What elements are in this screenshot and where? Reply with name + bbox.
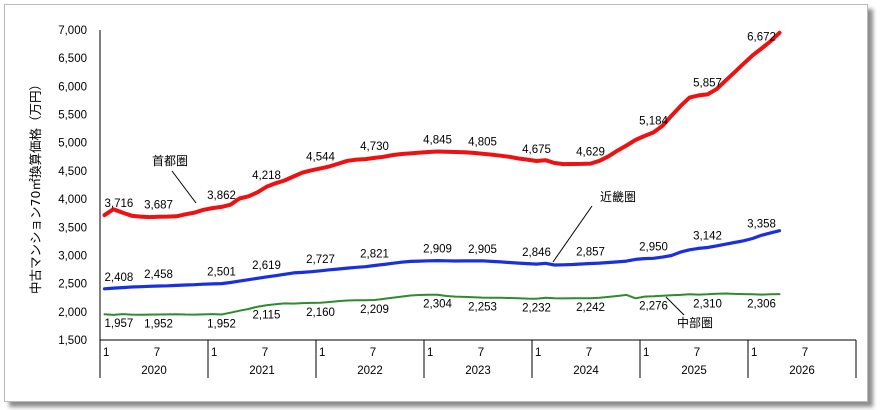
year-label: 2023 [465, 365, 491, 377]
y-tick-label: 5,500 [58, 110, 87, 122]
x-tick-label: 7 [154, 347, 160, 359]
series-line [103, 292, 781, 316]
leader-line [665, 296, 685, 316]
data-label: 2,727 [306, 254, 335, 266]
data-label: 4,544 [306, 151, 335, 163]
data-label: 2,950 [639, 241, 668, 253]
data-label: 4,218 [252, 170, 281, 182]
data-label: 2,501 [207, 267, 236, 279]
x-tick-label: 1 [751, 347, 757, 359]
y-tick-label: 4,500 [58, 166, 87, 178]
data-label: 2,209 [360, 304, 389, 316]
region-label-kinki: 近畿圏 [552, 190, 636, 263]
data-label: 6,672 [747, 31, 776, 43]
year-label: 2026 [789, 365, 815, 377]
data-label: 5,184 [639, 115, 668, 127]
data-label: 1,957 [105, 318, 134, 330]
data-label: 5,857 [693, 77, 722, 89]
y-tick-label: 2,500 [58, 279, 87, 291]
data-label: 2,160 [306, 307, 335, 319]
data-label: 2,115 [253, 309, 281, 321]
y-tick-label: 3,500 [58, 222, 87, 234]
data-label: 3,358 [747, 218, 776, 230]
data-label: 4,805 [468, 137, 497, 149]
y-axis-label: 中古マンション70㎡換算価格（万円） [28, 78, 43, 294]
y-tick-label: 2,000 [58, 307, 87, 319]
data-label: 2,232 [522, 303, 551, 315]
data-label: 2,408 [105, 272, 134, 284]
data-labels: 3,716 3,687 3,862 4,218 4,544 4,730 4,845 4,805… [105, 31, 776, 330]
x-tick-label: 1 [643, 347, 649, 359]
data-label: 3,716 [105, 198, 134, 210]
data-label: 2,242 [576, 302, 605, 314]
year-label: 2022 [357, 365, 383, 377]
x-tick-label: 1 [103, 347, 109, 359]
x-tick-label: 7 [478, 347, 484, 359]
data-label: 1,952 [207, 319, 236, 331]
data-label: 2,304 [423, 299, 452, 311]
region-label-text: 中部圏 [677, 315, 713, 330]
x-tick-label: 7 [262, 347, 268, 359]
data-label: 2,821 [360, 249, 389, 261]
region-label-text: 近畿圏 [600, 190, 636, 204]
year-label: 2024 [573, 365, 599, 377]
data-label: 2,619 [252, 260, 281, 272]
x-tick-label: 7 [370, 347, 376, 359]
chart-frame [4, 4, 868, 402]
leader-line [552, 205, 593, 263]
data-label: 2,253 [468, 302, 497, 314]
data-label: 2,458 [144, 269, 173, 281]
leader-line [171, 170, 197, 204]
x-axis: 1 7 2020 1 7 2021 1 7 2022 1 7 2023 1 7 2024 1 7 2025 1 7 20… [99, 339, 857, 378]
data-label: 4,730 [360, 141, 389, 153]
y-tick-label: 7,000 [58, 25, 87, 37]
data-label: 2,310 [693, 298, 722, 310]
region-label-chubu: 中部圏 [665, 296, 713, 330]
region-label-shutoken: 首都圏 [152, 154, 197, 204]
year-label: 2025 [681, 365, 707, 377]
data-label: 3,687 [144, 200, 173, 212]
series-line [102, 229, 782, 291]
data-label: 2,846 [522, 247, 551, 259]
data-label: 4,845 [423, 134, 452, 146]
x-tick-label: 1 [211, 347, 217, 359]
series-line [102, 30, 782, 220]
data-label: 1,952 [144, 319, 173, 331]
data-label: 2,857 [576, 247, 605, 259]
year-label: 2020 [141, 365, 167, 377]
y-tick-label: 5,000 [58, 138, 87, 150]
data-label: 2,306 [747, 299, 776, 311]
y-tick-label: 3,000 [58, 250, 87, 262]
y-tick-label: 1,500 [58, 335, 87, 347]
x-tick-label: 7 [694, 347, 700, 359]
x-tick-label: 1 [319, 347, 325, 359]
data-label: 3,862 [207, 190, 236, 202]
data-label: 4,629 [576, 147, 605, 159]
x-tick-label: 1 [427, 347, 433, 359]
x-tick-label: 1 [535, 347, 541, 359]
x-tick-label: 7 [586, 347, 592, 359]
y-tick-label: 4,000 [58, 194, 87, 206]
x-tick-label: 7 [802, 347, 808, 359]
data-label: 2,905 [468, 244, 497, 256]
y-tick-label: 6,500 [58, 53, 87, 65]
data-label: 2,276 [639, 300, 668, 312]
data-label: 2,909 [423, 244, 452, 256]
y-tick-label: 6,000 [58, 81, 87, 93]
data-label: 3,142 [693, 230, 722, 242]
series-lines [102, 30, 782, 316]
region-label-text: 首都圏 [152, 154, 188, 168]
data-label: 4,675 [522, 144, 551, 156]
year-label: 2021 [249, 365, 275, 377]
y-tick-labels: 1,500 2,000 2,500 3,000 3,500 4,000 4,500 5,000… [58, 25, 87, 347]
